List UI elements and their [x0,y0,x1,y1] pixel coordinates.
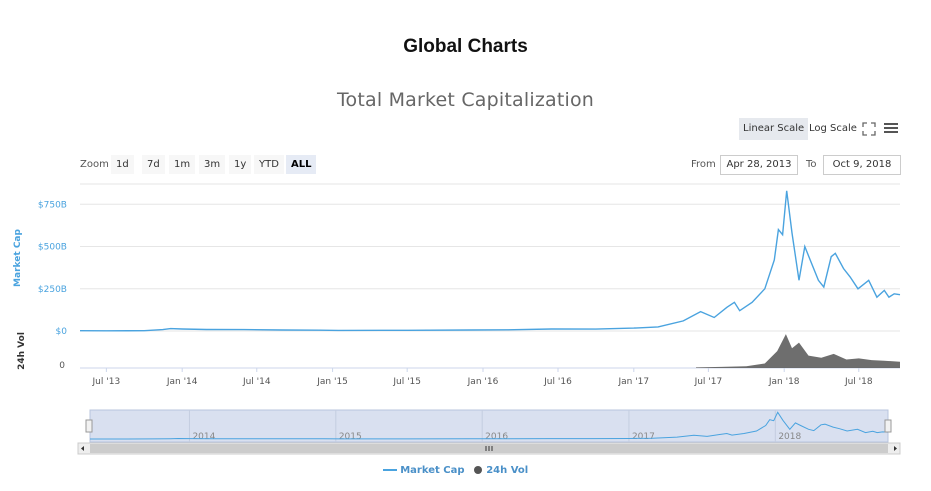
y-tick-label: $500B [38,243,67,253]
x-tick-label: Jul '18 [844,377,873,387]
navigator-handle-right[interactable] [884,419,892,433]
market-cap-line [79,190,901,332]
x-tick-label: Jan '16 [467,377,499,387]
zoom-button-1d[interactable]: 1d [111,155,134,174]
x-tick-label: Jan '18 [768,377,800,387]
x-tick-label: Jan '17 [617,377,649,387]
volume-axis-label: 24h Vol [17,332,27,370]
navigator-handle-left[interactable] [85,419,93,433]
zoom-button-all[interactable]: ALL [286,155,317,174]
from-date-input[interactable]: Apr 28, 2013 [720,155,798,175]
zoom-label: Zoom [80,159,109,170]
y-tick-label: $750B [38,200,67,210]
navigator-line [90,411,889,440]
linear-scale-button[interactable]: Linear Scale [739,118,809,140]
to-label: To [806,159,817,170]
navigator-tick-label: 2018 [778,432,801,442]
page-title: Global Charts [403,36,528,57]
volume-tick-label: 0 [59,361,65,371]
x-tick-label: Jan '14 [166,377,198,387]
navigator-tick-label: 2016 [485,432,508,442]
y-axis-label: Market Cap [13,229,23,287]
fullscreen-icon[interactable] [862,122,876,136]
legend-market-cap-label: Market Cap [400,465,465,476]
from-label: From [691,159,716,170]
legend-24h-vol-label: 24h Vol [486,465,529,476]
navigator-tick-label: 2014 [192,432,215,442]
navigator-tick-label: 2017 [632,432,655,442]
chart-title: Total Market Capitalization [336,89,595,111]
x-tick-label: Jul '16 [543,377,572,387]
zoom-button-ytd[interactable]: YTD [254,155,284,174]
zoom-button-7d[interactable]: 7d [142,155,165,174]
navigator-mask [89,409,889,443]
scrollbar-track [77,442,901,455]
legend-market-cap[interactable]: Market Cap [383,465,465,476]
legend-dot-icon [474,466,482,474]
x-tick-label: Jul '17 [694,377,723,387]
zoom-button-3m[interactable]: 3m [199,155,226,174]
y-tick-label: $0 [56,327,68,337]
y-tick-label: $250B [38,285,67,295]
scrollbar-left-arrow-icon[interactable] [81,446,84,451]
scrollbar-right-arrow-icon[interactable] [894,446,897,451]
volume-area [696,334,900,368]
x-tick-label: Jul '14 [242,377,271,387]
zoom-button-1y[interactable]: 1y [229,155,252,174]
x-tick-label: Jul '13 [92,377,121,387]
log-scale-button[interactable]: Log Scale [809,123,857,134]
menu-icon[interactable] [883,121,899,135]
to-date-input[interactable]: Oct 9, 2018 [823,155,901,175]
x-tick-label: Jan '15 [316,377,348,387]
legend-24h-vol[interactable]: 24h Vol [473,465,528,476]
scrollbar-thumb[interactable] [90,444,888,453]
zoom-button-1m[interactable]: 1m [169,155,196,174]
navigator-tick-label: 2015 [339,432,362,442]
legend-line-icon [383,469,397,471]
x-tick-label: Jul '15 [392,377,421,387]
